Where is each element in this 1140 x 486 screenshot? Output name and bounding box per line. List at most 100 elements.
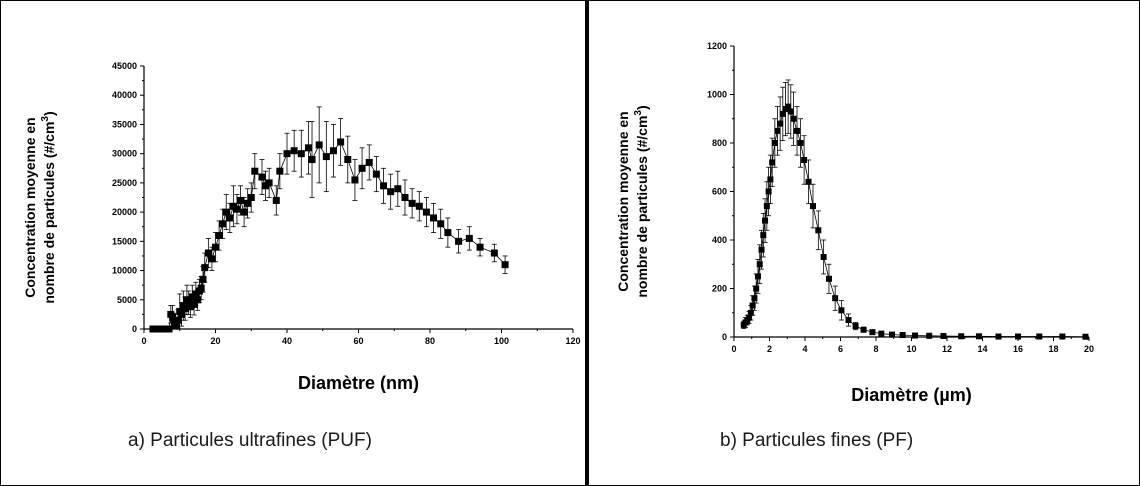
data-point [212,243,219,251]
y-tick-label: 400 [712,235,727,245]
data-point [251,167,259,175]
data-point [444,229,452,237]
data-point [265,179,273,187]
panel-divider [585,0,589,486]
data-point [344,156,352,164]
data-point [437,220,445,228]
x-tick-label: 20 [1084,344,1094,354]
data-point [283,150,291,158]
data-point [958,333,965,340]
data-point [1015,333,1021,340]
data-point [161,325,169,333]
data-point [762,217,769,224]
data-point [237,196,245,204]
data-point [1036,333,1043,340]
data-point [415,202,423,210]
y-tick-label: 800 [712,138,727,148]
data-point [746,314,753,321]
data-point [181,305,189,313]
caption-ultrafine: a) Particules ultrafines (PUF) [128,430,372,451]
data-point [262,182,270,190]
data-point [825,275,832,282]
data-point [869,329,876,336]
chart-fine: 0 2 4 6 8 10 12 14 16 18 20020040060080010001200Di… [615,41,1094,405]
x-tick-label: 10 [906,344,916,354]
data-point [765,188,772,195]
data-point [430,214,438,222]
x-tick-label: 12 [942,344,952,354]
data-point [276,167,284,175]
y-axis-title-line1: Concentration moyenne en [22,117,38,297]
data-point [758,246,765,253]
data-point [351,176,359,184]
data-point [380,182,388,190]
y-tick-label: 35000 [112,119,137,129]
data-point [188,293,196,301]
data-point [165,325,173,333]
data-point [490,249,498,257]
y-tick-label: 10000 [112,266,137,276]
data-point [753,285,760,292]
y-tick-label: 200 [712,284,727,294]
data-point [820,253,827,260]
y-tick-label: 45000 [112,61,137,71]
y-tick-label: 25000 [112,178,137,188]
y-tick-label: 1200 [707,41,727,51]
data-point [787,108,794,115]
data-point [926,332,933,339]
chart-panel-fine: 0 2 4 6 8 10 12 14 16 18 20 0 200 400 600 800 1000 1200 Di… [589,0,1140,486]
data-point [845,317,852,324]
data-point [197,284,205,292]
y-tick-label: 0 [722,332,727,342]
x-tick-label: 0 [731,344,736,354]
data-point [777,120,784,127]
y-tick-label: 600 [712,187,727,197]
data-point [178,310,186,318]
x-tick-label: 2 [767,344,772,354]
x-tick-label: 60 [353,336,363,346]
data-point [219,220,227,228]
x-tick-label: 120 [565,336,580,346]
data-point [455,237,463,245]
data-point [297,150,305,158]
data-point [199,275,207,283]
data-point [769,159,776,166]
data-point [401,194,409,201]
x-tick-label: 20 [210,336,220,346]
data-point [240,208,248,216]
data-point [372,170,380,178]
data-point [322,153,330,161]
data-point [154,325,162,333]
data-point [190,300,198,308]
data-point [940,333,947,340]
y-tick-label: 5000 [117,295,137,305]
caption-fine: b) Particules fines (PF) [720,430,914,451]
x-tick-label: 40 [282,336,292,346]
data-point [170,318,178,326]
data-point [149,325,157,333]
x-tick-label: 14 [977,344,987,354]
data-point [767,176,774,183]
data-point [233,205,241,213]
y-axis-title-line2: nombre de particules (#/cm3) [40,111,57,303]
data-point [169,313,177,321]
data-point [185,299,193,307]
y-tick-label: 15000 [112,236,137,246]
data-point [774,127,781,134]
chart-ultrafine: 0 20 40 60 80 100 120 0 5000 10000 15000 20000 25000… [22,61,581,393]
data-point [204,249,212,257]
data-point [222,208,230,216]
data-point [201,264,209,272]
y-axis-title: Concentration moyenne en nombre de partic… [615,105,650,297]
data-point [394,185,402,193]
x-tick-label: 8 [873,344,878,354]
x-tick-label: 6 [838,344,843,354]
data-point [797,140,804,146]
data-point [226,214,234,222]
data-point [174,316,182,324]
x-tick-label: 100 [494,336,509,346]
data-point [794,127,801,134]
data-point [501,261,509,269]
x-axis-title: Diamètre (nm) [298,373,419,393]
data-point [763,203,770,210]
